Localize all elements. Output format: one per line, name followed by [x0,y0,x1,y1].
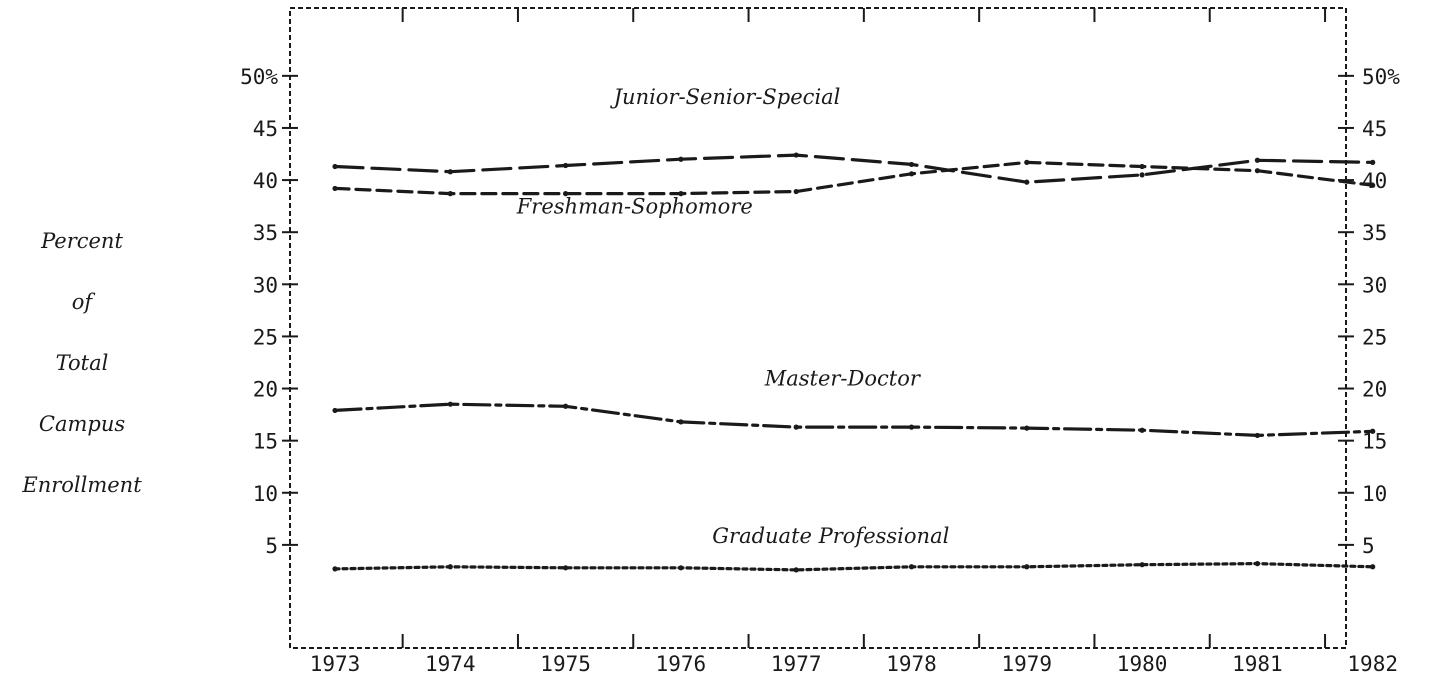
data-point [793,152,799,158]
data-point [1254,168,1260,174]
y-tick-label-right: 5 [1362,534,1375,558]
y-tick-label-right: 40 [1362,169,1387,193]
data-point [1370,564,1376,570]
data-point [1139,163,1145,170]
data-point [1370,428,1376,434]
data-point [332,163,338,170]
y-tick-label-right: 45 [1362,117,1387,141]
data-point [908,161,915,168]
y-axis-label-line: Percent [40,229,123,253]
series-annotation: Junior-Senior-Special [610,85,841,109]
data-point [447,191,453,197]
x-tick-label: 1977 [771,652,822,674]
series-line-master-doctor [333,402,1375,437]
y-tick-label-left: 25 [253,325,278,349]
data-point [678,565,684,571]
x-tick-label: 1973 [310,652,361,674]
data-point [447,169,453,175]
data-point [1024,179,1030,185]
data-point [1139,427,1145,433]
series-line-graduate-professional [333,561,1375,572]
data-point [332,185,338,192]
y-tick-label-left: 50% [240,65,278,89]
y-tick-label-right: 25 [1362,325,1387,349]
y-tick-label-left: 40 [253,169,278,193]
data-point [332,407,338,414]
y-tick-label-right: 35 [1362,221,1387,245]
y-tick-label-left: 15 [253,430,278,454]
x-tick-label: 1981 [1232,652,1283,674]
data-point [678,419,684,425]
y-tick-label-right: 50% [1362,65,1400,89]
y-tick-label-right: 20 [1362,378,1387,402]
data-point [563,191,569,197]
data-point [678,156,684,162]
data-point [563,162,569,169]
data-point [1254,157,1260,163]
data-point [447,564,453,570]
x-tick-label: 1978 [886,652,937,674]
y-tick-label-left: 10 [253,482,278,506]
series-annotation: Freshman-Sophomore [516,194,753,218]
x-tick-label: 1979 [1002,652,1053,674]
x-tick-label: 1982 [1347,652,1398,674]
data-point [908,171,915,177]
y-tick-label-left: 20 [253,378,278,402]
series-line-freshman-sophomore [333,160,1375,196]
x-tick-label: 1975 [540,652,591,674]
data-point [447,401,453,407]
series-annotation: Graduate Professional [712,524,949,548]
data-point [1024,159,1030,165]
plot-frame [289,7,1347,649]
data-point [1370,182,1376,188]
data-point [563,565,569,571]
data-point [332,566,338,572]
data-point [1139,562,1145,568]
x-tick-label: 1974 [425,652,476,674]
series-annotation: Master-Doctor [764,366,922,390]
data-point [1139,172,1145,178]
y-tick-label-right: 10 [1362,482,1387,506]
x-tick-label: 1980 [1117,652,1168,674]
y-tick-label-left: 45 [253,117,278,141]
data-point [1370,159,1376,165]
data-point [678,191,684,197]
data-point [793,567,799,573]
y-tick-label-left: 35 [253,221,278,245]
data-point [793,424,799,430]
data-point [1254,561,1260,567]
data-point [1254,432,1260,439]
y-axis-label-line: Enrollment [21,473,142,497]
y-tick-label-right: 30 [1362,273,1387,297]
y-axis-label-line: of [72,290,96,314]
data-point [1024,564,1030,570]
y-axis-label-line: Total [56,351,109,375]
x-tick-label: 1976 [656,652,707,674]
data-point [563,403,569,409]
y-axis-label-line: Campus [39,412,125,436]
y-tick-label-left: 5 [265,534,278,558]
data-point [908,564,915,570]
y-tick-label-right: 15 [1362,430,1387,454]
data-point [793,188,799,195]
y-tick-label-left: 30 [253,273,278,297]
data-point [908,424,915,430]
data-point [1024,425,1030,431]
